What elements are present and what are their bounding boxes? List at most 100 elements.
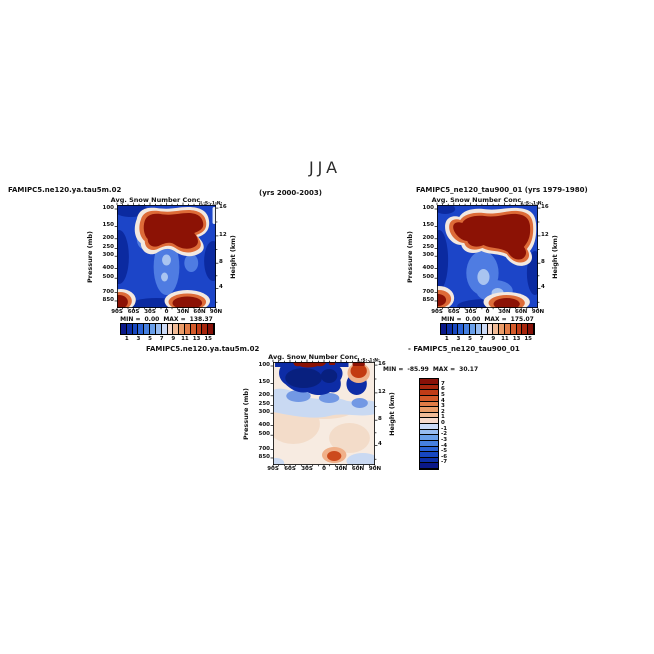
height-tick-label: 8	[541, 259, 545, 266]
max-label: MAX =	[432, 366, 456, 373]
colorbar-tick-label: 6	[441, 386, 445, 393]
pressure-tick-label: 700	[102, 288, 114, 295]
colorbar-cell	[184, 324, 191, 334]
colorbar-tick-label: -4	[441, 442, 448, 449]
colorbar-cell	[420, 418, 438, 424]
max-value: 30.17	[459, 366, 479, 373]
colorbar-cell	[510, 324, 517, 334]
min-label: MIN =	[441, 316, 462, 323]
min-value: 0.00	[144, 316, 160, 323]
pressure-tick-label: 150	[258, 379, 270, 386]
pressure-tick-label: 850	[422, 296, 434, 303]
colorbar-cell	[420, 390, 438, 396]
height-tick-label: 4	[219, 284, 223, 291]
plot-title-text: Avg. Snow Number Conc	[110, 196, 201, 204]
pressure-tick-label: 100	[102, 205, 114, 211]
min-value: 0.00	[465, 316, 481, 323]
height-tick-label: 16	[541, 204, 549, 211]
colorbar-cell	[144, 324, 151, 334]
diff-case1-header: FAMIPC5.ne120.ya.tau5m.02	[146, 345, 260, 353]
pressure-tick-label: 250	[102, 244, 114, 251]
colorbar-cell	[132, 324, 139, 334]
height-tick-label: 16	[219, 204, 227, 211]
colorbar-cell	[475, 324, 482, 334]
latitude-tick-label: 0	[485, 309, 490, 315]
pressure-tick-label: 400	[258, 421, 270, 428]
colorbar-tick-label: 9	[491, 336, 496, 342]
colorbar-cell	[420, 395, 438, 402]
pressure-tick-label: 700	[258, 445, 270, 452]
contour-field-difference	[270, 359, 378, 468]
colorbar-cell	[167, 324, 174, 334]
plot-title-text: Avg. Snow Number Conc	[431, 196, 522, 204]
latitude-tick-label: 90S	[431, 309, 443, 315]
height-tick-label: 4	[378, 441, 382, 448]
latitude-tick-label: 60N	[193, 309, 206, 315]
colorbar-cell	[420, 384, 438, 391]
height-tick-label: 12	[219, 231, 227, 238]
plot-title-text: Avg. Snow Number Conc	[268, 353, 358, 361]
pressure-tick-label: 300	[258, 409, 270, 416]
pressure-tick-label: 100	[422, 205, 434, 211]
colorbar-cell	[420, 412, 438, 419]
colorbar-cell	[452, 324, 459, 334]
height-tick-label: 16	[378, 361, 386, 368]
colorbar-tick-label: -6	[441, 453, 448, 460]
colorbar-tick-label: 5	[468, 336, 472, 342]
pressure-tick-label: 200	[422, 234, 434, 241]
panel-difference: Avg. Snow Number ConcL:S:-1:N: Pressure …	[242, 353, 478, 472]
colorbar-tick-label: 7	[479, 336, 484, 342]
case2-header: FAMIPC5_ne120_tau900_01 (yrs 1979-1980)	[416, 186, 588, 194]
colorbar-tick-label: 1	[124, 336, 129, 342]
colorbar-tick-label: 5	[441, 391, 445, 398]
pressure-tick-label: 250	[422, 244, 434, 251]
latitude-tick-label: 60N	[515, 309, 528, 315]
pressure-tick-label: 400	[422, 264, 434, 271]
colorbar-cell	[161, 324, 168, 334]
colorbar-cell	[464, 324, 471, 334]
colorbar-cell	[481, 324, 488, 334]
colorbar-tick-label: 7	[441, 380, 445, 387]
diff-case2-header: - FAMIPC5_ne120_tau900_01	[408, 345, 520, 353]
colorbar-tick-label: 3	[136, 336, 141, 342]
latitude-tick-label: 30S	[144, 309, 156, 315]
colorbar-tick-label: 11	[181, 336, 189, 342]
contour-field-case2	[434, 202, 541, 311]
colorbar-cell	[441, 324, 447, 334]
colorbar-cell	[420, 452, 438, 458]
colorbar-vertical: 7 6 5 4 3 2 1 0 -1 -2 -3 -4 -5 -6 -7	[419, 378, 447, 470]
colorbar-tick-label: 3	[441, 403, 445, 410]
colorbar-cell	[126, 324, 133, 334]
colorbar-tick-label: 0	[441, 420, 445, 426]
colorbar-cell	[516, 324, 523, 334]
min-label: MIN =	[383, 366, 404, 373]
pressure-tick-label: 400	[102, 264, 114, 271]
colorbar-cell	[190, 324, 197, 334]
plot-title-subscript: L:S:-1:N:	[200, 201, 223, 207]
latitude-tick-label: 30N	[334, 466, 348, 472]
colorbar-cell	[155, 324, 162, 334]
latitude-tick-label: 60N	[351, 466, 365, 472]
latitude-tick-label: 30S	[301, 466, 313, 472]
colorbar-tick-label: 3	[456, 336, 461, 342]
colorbar-cell	[420, 440, 438, 447]
colorbar-tick-label: 5	[148, 336, 152, 342]
colorbar-cell	[522, 324, 529, 334]
pressure-axis-label: Pressure (mb)	[86, 230, 94, 283]
colorbar-tick-label: 4	[441, 397, 445, 404]
pressure-tick-label: 500	[102, 274, 114, 281]
height-axis-label: Height (km)	[551, 234, 559, 279]
colorbar-cell	[420, 424, 438, 430]
colorbar-cell	[179, 324, 185, 334]
colorbar-cell	[458, 324, 465, 334]
latitude-tick-label: 90N	[531, 309, 545, 315]
plot-title: Avg. Snow Number ConcL:S:-1:N:	[111, 196, 223, 206]
pressure-tick-label: 850	[102, 296, 114, 303]
colorbar-tick-label: -3	[441, 436, 448, 443]
colorbar-cell	[420, 429, 438, 436]
pressure-tick-label: 100	[258, 362, 270, 368]
colorbar-cell	[493, 324, 500, 334]
colorbar-cell	[150, 324, 156, 334]
panel-case2: Avg. Snow Number ConcL:S:-1:N: Pressure …	[406, 196, 559, 342]
